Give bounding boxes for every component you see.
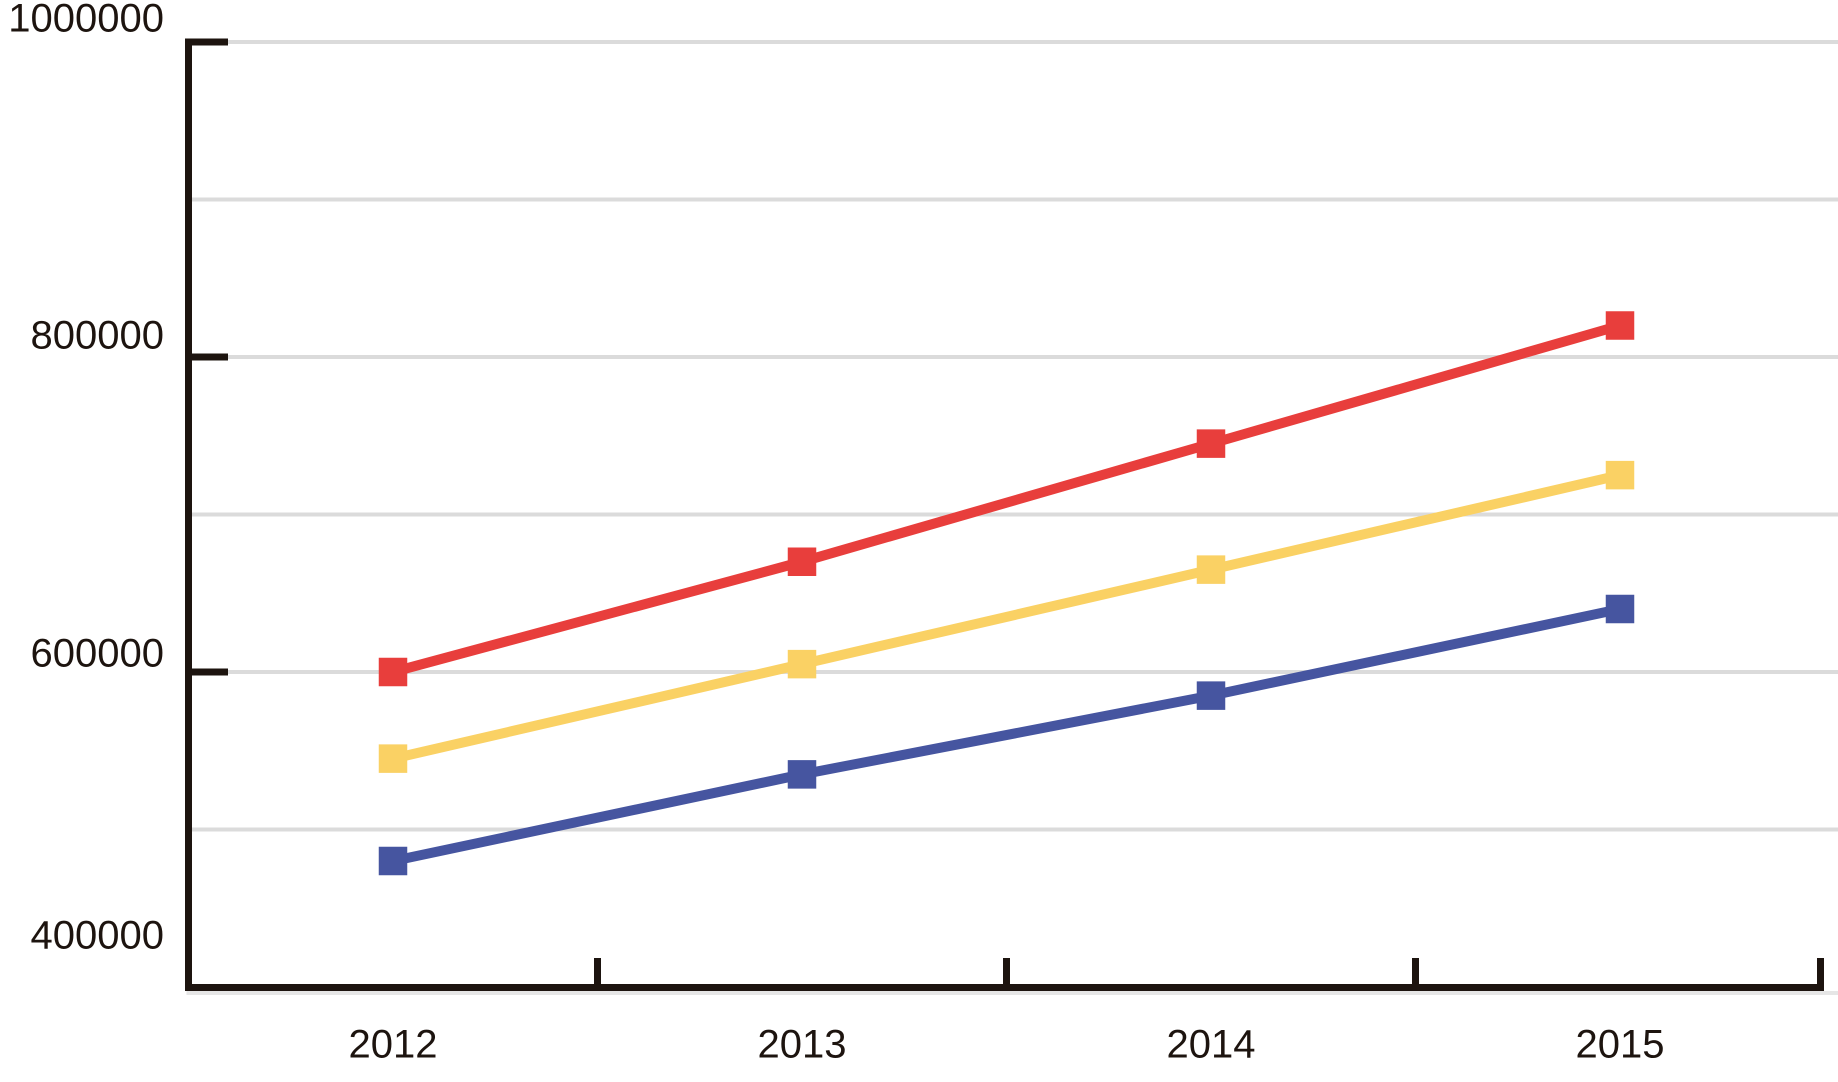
y-axis-line — [185, 38, 192, 991]
gridline-500000 — [186, 827, 1838, 832]
series-blue-marker-2014 — [1196, 681, 1226, 710]
x-axis-tick-after-2014 — [1412, 958, 1419, 988]
x-axis-label-2012: 2012 — [348, 1022, 438, 1067]
y-axis-tick-1000000 — [185, 38, 228, 46]
series-blue-marker-2015 — [1605, 594, 1635, 624]
y-axis-label-600000: 600000 — [30, 631, 164, 676]
series-red-line — [391, 320, 1622, 677]
x-axis-tick-after-2013 — [1003, 958, 1010, 988]
series-yellow-line — [391, 470, 1622, 764]
y-axis-label-400000: 400000 — [30, 913, 164, 958]
gridline-400000 — [186, 991, 1838, 995]
gridline-900000 — [186, 197, 1838, 202]
x-axis-label-2014: 2014 — [1166, 1022, 1256, 1067]
series-red-marker-2012 — [378, 657, 408, 687]
series-yellow-marker-2014 — [1196, 555, 1226, 584]
series-yellow-marker-2013 — [787, 649, 817, 679]
series-blue-marker-2013 — [787, 760, 817, 789]
gridline-700000 — [186, 512, 1838, 517]
x-axis-label-2015: 2015 — [1575, 1022, 1665, 1067]
series-blue-line — [391, 604, 1622, 866]
y-axis-tick-800000 — [185, 353, 228, 361]
series-yellow-marker-2012 — [378, 744, 408, 773]
y-axis-label-1000000: 1000000 — [8, 0, 164, 41]
y-axis-tick-600000 — [185, 668, 228, 676]
gridline-600000 — [186, 670, 1838, 674]
series-red-marker-2015 — [1605, 311, 1635, 340]
series-blue-marker-2012 — [378, 846, 408, 876]
x-axis-tick-after-2015 — [1817, 958, 1824, 988]
series-red-marker-2014 — [1196, 429, 1226, 458]
gridline-1000000 — [186, 40, 1838, 44]
x-axis-tick-after-2012 — [594, 958, 601, 988]
gridline-800000 — [186, 355, 1838, 359]
series-yellow-marker-2015 — [1605, 460, 1635, 490]
x-axis-label-2013: 2013 — [757, 1022, 847, 1067]
series-red-marker-2013 — [787, 547, 817, 576]
y-axis-label-800000: 800000 — [30, 313, 164, 358]
